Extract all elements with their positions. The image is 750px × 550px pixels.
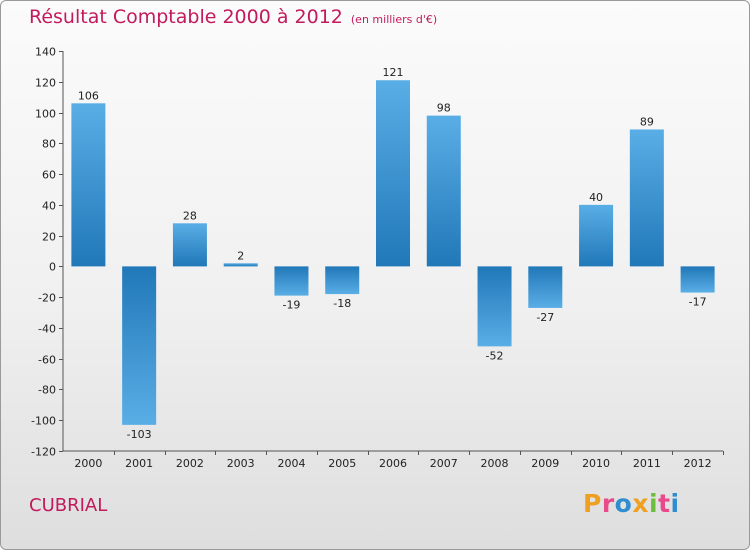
y-tick-label: 20 <box>42 231 56 244</box>
data-label: -19 <box>282 299 300 312</box>
brand-letter: i <box>670 489 680 518</box>
data-label: -18 <box>333 297 351 310</box>
data-label: 89 <box>640 115 654 128</box>
data-label: -103 <box>127 428 152 441</box>
chart-title-text: Résultat Comptable 2000 à 2012 <box>29 6 343 28</box>
x-tick-label: 2009 <box>531 457 559 470</box>
bar-2003 <box>223 263 258 267</box>
x-tick-label: 2001 <box>125 457 153 470</box>
x-tick-label: 2007 <box>430 457 458 470</box>
bar-2008 <box>477 266 512 347</box>
data-label: 106 <box>78 89 99 102</box>
data-label: 121 <box>383 66 404 79</box>
bar-2010 <box>579 204 614 267</box>
y-tick-label: -80 <box>38 384 56 397</box>
bar-2007 <box>426 115 461 267</box>
proxiti-logo[interactable]: Proxiti <box>583 489 680 518</box>
chart-subtitle: (en milliers d'€) <box>350 13 438 26</box>
chart-title: Résultat Comptable 2000 à 2012 (en millie… <box>29 6 437 28</box>
y-tick-label: -40 <box>38 323 56 336</box>
bar-2000 <box>71 103 106 267</box>
y-tick-label: 0 <box>49 261 56 274</box>
x-tick-label: 2011 <box>633 457 661 470</box>
y-tick-label: -20 <box>38 292 56 305</box>
x-tick-label: 2012 <box>684 457 712 470</box>
data-label: 28 <box>183 209 197 222</box>
data-label: 40 <box>589 191 603 204</box>
commune-name: CUBRIAL <box>29 495 108 516</box>
y-tick-label: -60 <box>38 354 56 367</box>
bar-2001 <box>122 266 157 425</box>
bar-2012 <box>680 266 715 293</box>
x-tick-label: 2002 <box>176 457 204 470</box>
x-tick-label: 2010 <box>582 457 610 470</box>
x-tick-label: 2004 <box>277 457 305 470</box>
chart-bars <box>71 80 715 425</box>
x-tick-label: 2005 <box>328 457 356 470</box>
bar-2011 <box>629 129 664 267</box>
bar-2005 <box>325 266 360 295</box>
chart-labels: 2000 106 2001 -103 2002 28 2003 2 2004 -19 2005 -18… <box>74 66 711 470</box>
y-tick-label: 80 <box>42 138 56 151</box>
data-label: -27 <box>536 311 554 324</box>
bar-2009 <box>528 266 563 308</box>
brand-letter: r <box>601 489 615 518</box>
brand-letter: x <box>632 489 649 518</box>
brand-letter: P <box>583 489 602 518</box>
brand-letter: t <box>658 489 671 518</box>
bar-2006 <box>376 80 410 267</box>
y-tick-label: 40 <box>42 200 56 213</box>
y-tick-label: -100 <box>31 415 56 428</box>
x-tick-label: 2000 <box>74 457 102 470</box>
y-tick-label: -120 <box>31 446 56 459</box>
y-tick-label: 140 <box>35 46 56 59</box>
brand-letter: o <box>614 489 633 518</box>
data-label: 98 <box>437 102 451 115</box>
bar-2004 <box>274 266 309 296</box>
chart-axes: 140 120 100 80 60 40 20 0 -20 -40 -60 -80 -100 -120 <box>31 46 724 459</box>
y-tick-label: 60 <box>42 169 56 182</box>
x-tick-label: 2008 <box>481 457 509 470</box>
data-label: -17 <box>689 296 707 309</box>
x-tick-label: 2006 <box>379 457 407 470</box>
brand-letter: i <box>649 489 659 518</box>
data-label: 2 <box>237 249 244 262</box>
x-tick-label: 2003 <box>227 457 255 470</box>
data-label: -52 <box>486 349 504 362</box>
y-tick-label: 100 <box>35 108 56 121</box>
bar-2002 <box>172 223 207 267</box>
y-tick-label: 120 <box>35 77 56 90</box>
